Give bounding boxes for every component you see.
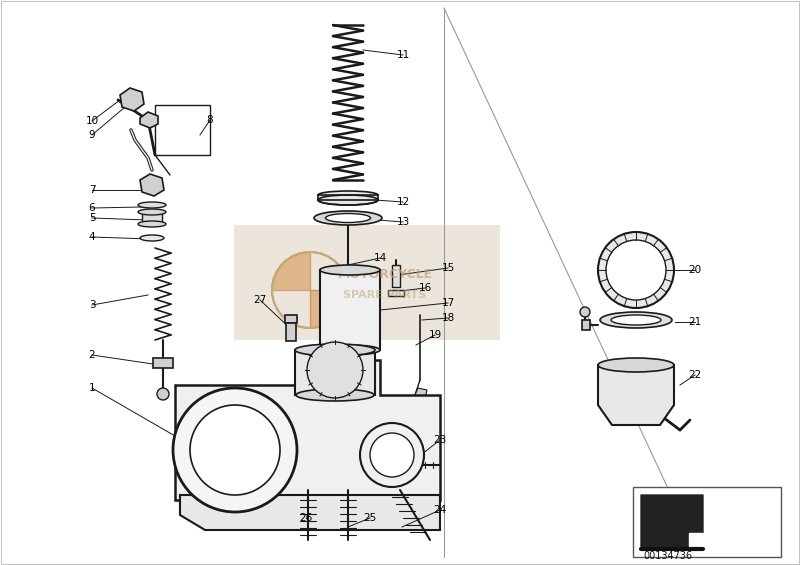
- Bar: [142, 212, 162, 224]
- Polygon shape: [153, 358, 173, 368]
- Ellipse shape: [318, 195, 378, 205]
- Polygon shape: [180, 495, 440, 530]
- Polygon shape: [689, 533, 703, 547]
- Circle shape: [307, 342, 363, 398]
- Text: 12: 12: [396, 197, 410, 207]
- Text: 18: 18: [442, 313, 454, 323]
- Circle shape: [173, 388, 297, 512]
- Polygon shape: [140, 112, 158, 128]
- Ellipse shape: [138, 221, 166, 227]
- Text: 2: 2: [89, 350, 95, 360]
- Text: 17: 17: [442, 298, 454, 308]
- Ellipse shape: [320, 265, 380, 275]
- Ellipse shape: [138, 202, 166, 208]
- Ellipse shape: [138, 209, 166, 215]
- Ellipse shape: [140, 235, 164, 241]
- Text: 20: 20: [689, 265, 702, 275]
- Text: 1: 1: [89, 383, 95, 393]
- Polygon shape: [598, 365, 674, 425]
- Text: 10: 10: [86, 116, 98, 126]
- Text: 26: 26: [299, 513, 313, 523]
- Polygon shape: [415, 388, 427, 398]
- Text: 3: 3: [89, 300, 95, 310]
- Bar: [320, 270, 380, 350]
- Circle shape: [598, 232, 674, 308]
- Circle shape: [580, 307, 590, 317]
- Bar: [285, 315, 297, 323]
- Bar: [388, 290, 404, 296]
- Ellipse shape: [295, 344, 375, 356]
- Text: 6: 6: [89, 203, 95, 213]
- Text: SPARE PARTS: SPARE PARTS: [343, 290, 426, 300]
- Text: 00134736: 00134736: [643, 551, 693, 561]
- Text: 24: 24: [434, 505, 446, 515]
- Ellipse shape: [598, 358, 674, 372]
- Circle shape: [157, 388, 169, 400]
- Ellipse shape: [326, 214, 370, 223]
- Circle shape: [190, 405, 280, 495]
- Circle shape: [370, 433, 414, 477]
- Text: 9: 9: [89, 130, 95, 140]
- Text: 7: 7: [89, 185, 95, 195]
- Ellipse shape: [600, 312, 672, 328]
- Bar: [582, 320, 590, 330]
- Text: MOTORCYCLE: MOTORCYCLE: [338, 267, 433, 280]
- Polygon shape: [175, 360, 440, 500]
- Text: 19: 19: [428, 330, 442, 340]
- Text: 5: 5: [89, 213, 95, 223]
- Bar: [392, 265, 400, 287]
- Polygon shape: [140, 174, 164, 196]
- Text: 22: 22: [688, 370, 702, 380]
- Circle shape: [606, 240, 666, 300]
- Text: 15: 15: [442, 263, 454, 273]
- Bar: [295, 350, 375, 395]
- Ellipse shape: [296, 389, 374, 401]
- Text: 16: 16: [418, 283, 432, 293]
- Circle shape: [360, 423, 424, 487]
- Text: 27: 27: [254, 295, 266, 305]
- Bar: [234, 225, 500, 340]
- Polygon shape: [120, 88, 144, 111]
- Wedge shape: [272, 252, 310, 290]
- Text: 23: 23: [434, 435, 446, 445]
- Text: 14: 14: [374, 253, 386, 263]
- Wedge shape: [310, 290, 348, 328]
- Ellipse shape: [318, 191, 378, 199]
- Ellipse shape: [314, 211, 382, 225]
- Ellipse shape: [320, 345, 380, 355]
- Text: 25: 25: [363, 513, 377, 523]
- Text: 11: 11: [396, 50, 410, 60]
- Polygon shape: [641, 495, 703, 547]
- Text: 4: 4: [89, 232, 95, 242]
- Ellipse shape: [611, 315, 661, 325]
- Bar: [286, 323, 296, 341]
- Text: 13: 13: [396, 217, 410, 227]
- Text: 21: 21: [688, 317, 702, 327]
- Bar: [633, 487, 781, 557]
- Text: 8: 8: [206, 115, 214, 125]
- Bar: [318, 195, 378, 200]
